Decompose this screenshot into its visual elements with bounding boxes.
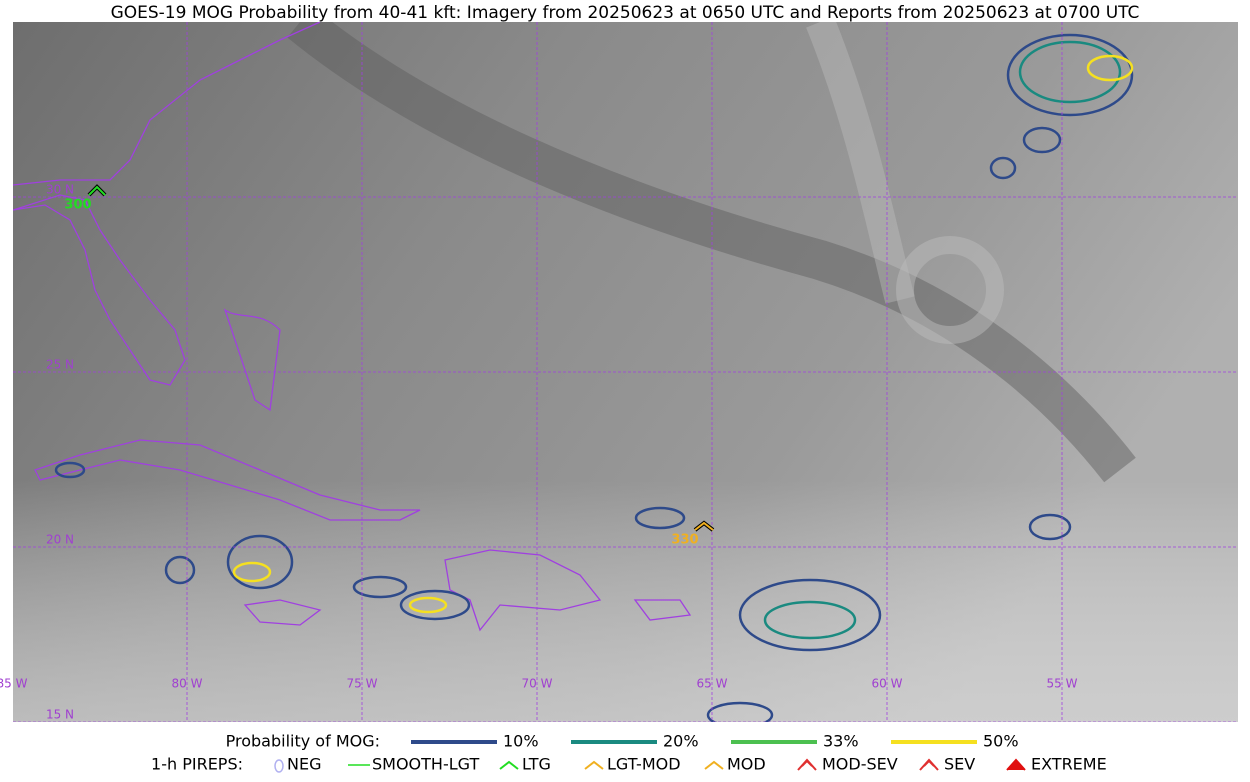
latitude-label: 20 N	[46, 533, 74, 547]
pirep-lgt-mod	[693, 520, 715, 532]
legend-label: SEV	[944, 755, 975, 774]
legend-title: Probability of MOG:	[226, 732, 380, 751]
mog-contours	[54, 33, 1134, 722]
legend-label: 20%	[663, 732, 699, 751]
longitude-label: 80 W	[172, 677, 203, 691]
longitude-label: 70 W	[522, 677, 553, 691]
latitude-label: 30 N	[46, 183, 74, 197]
latitude-label: 15 N	[46, 708, 74, 722]
latitude-label: 25 N	[46, 358, 74, 372]
legend-label: LGT-MOD	[607, 755, 681, 774]
legend-label: LTG	[522, 755, 551, 774]
legend-label: NEG	[287, 755, 321, 774]
longitude-label: 75 W	[347, 677, 378, 691]
legend-icon	[1006, 758, 1026, 771]
report-altitude: 300	[64, 198, 91, 213]
legend-icon	[274, 759, 284, 773]
satellite-image	[13, 22, 1238, 722]
legend-title: 1-h PIREPS:	[151, 755, 243, 774]
legend-label: 50%	[983, 732, 1019, 751]
report-altitude: 330	[671, 533, 698, 548]
title: GOES-19 MOG Probability from 40-41 kft: …	[111, 3, 1140, 23]
legend-icon	[919, 758, 939, 771]
legend-label: MOD-SEV	[822, 755, 898, 774]
legend-label: EXTREME	[1031, 755, 1107, 774]
legend-icon	[584, 760, 604, 770]
legend-icon	[499, 760, 519, 770]
longitude-label: 60 W	[872, 677, 903, 691]
pirep-ltg	[87, 184, 107, 197]
longitude-label: 65 W	[697, 677, 728, 691]
legend-icon	[797, 758, 817, 771]
legend-label: 10%	[503, 732, 539, 751]
legend-label: SMOOTH-LGT	[372, 755, 479, 774]
longitude-label: 85 W	[0, 677, 28, 691]
longitude-label: 55 W	[1047, 677, 1078, 691]
legend-label: MOD	[727, 755, 766, 774]
legend-label: 33%	[823, 732, 859, 751]
legend-icon	[704, 760, 724, 770]
